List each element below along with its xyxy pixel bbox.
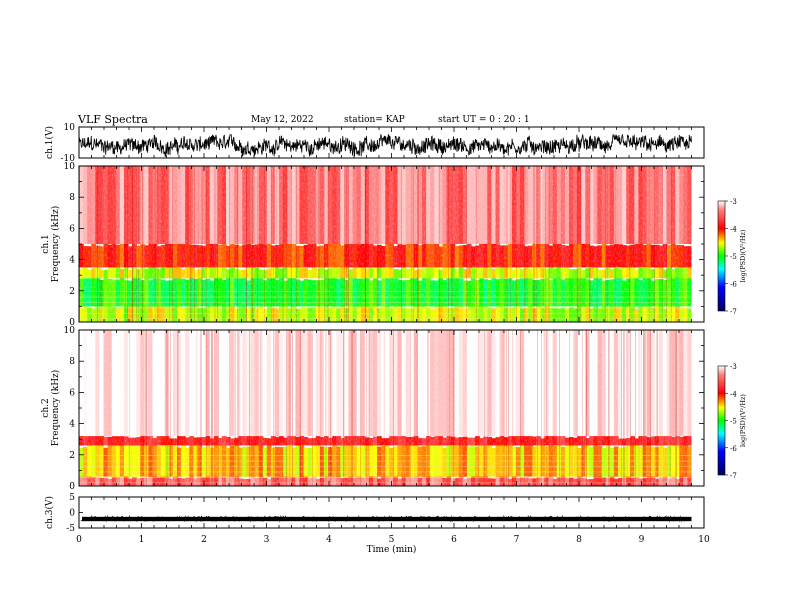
ch1-spectrogram-ytick-label: 0 [69,318,75,328]
ch2-spectrogram-ytick-label: 2 [69,451,75,461]
ch1-spectrogram-colorbar-tick: -5 [730,253,737,261]
ch2-spectrogram-ylabel-channel: ch.2 [41,398,51,417]
x-tick-label: 1 [139,535,145,545]
ch1-spectrogram-ytick-label: 10 [64,162,76,172]
ch3-waveform-band [82,516,692,522]
ch1-spectrogram-colorbar-tick: -7 [730,308,737,316]
figure-title: VLF Spectra [78,113,148,126]
ch1-spectrogram-ytick-label: 6 [69,224,75,234]
start-ut-label: start UT = 0 : 20 : 1 [438,115,530,125]
ch3-waveform-x-ticks [78,497,705,528]
ch3-ytick-label: -5 [66,524,75,534]
ch2-spectrogram-colorbar-tick: -7 [730,472,737,480]
ch3-ytick-label: 0 [69,509,75,519]
ch2-spectrogram-colorbar: -3 -4 -5 -6 -7 log(PSD)(V²/Hz) [717,363,747,480]
ch3-waveform-ylabel: ch.3(V) [44,496,55,529]
ch1-ytick-label: -10 [61,154,76,164]
ch1-spectrogram-cells [79,166,704,322]
x-tick-label: 7 [514,535,520,545]
ch1-ytick-label: 10 [64,123,76,133]
ch2-spectrogram-ytick-label: 6 [69,388,75,398]
x-tick-label: 6 [451,535,457,545]
ch2-spectrogram-colorbar-tick: -5 [730,418,737,426]
ch3-ytick-label: 5 [69,493,75,503]
x-tick-label: 0 [76,535,82,545]
ch1-spectrogram-colorbar-tick: -6 [730,281,737,289]
ch1-spectrogram-colorbar-label: log(PSD)(V²/Hz) [739,229,747,282]
x-tick-label: 2 [201,535,207,545]
ch1-spectrogram-ylabel-channel: ch.1 [41,234,51,253]
ch2-spectrogram-ylabel-frequency: Frequency (kHz) [50,370,61,447]
ch1-waveform-x-ticks [78,127,705,158]
ch1-spectrogram-ylabel-frequency: Frequency (kHz) [50,206,61,283]
ch1-spectrogram-ytick-label: 8 [69,193,75,203]
ch2-spectrogram-ytick-label: 4 [69,420,75,430]
ch2-spectrogram-colorbar-tick: -4 [730,390,737,398]
station-label: station= KAP [344,115,405,125]
ch2-spectrogram-cells [79,330,704,486]
x-tick-label: 3 [264,535,270,545]
ch2-spectrogram-colorbar-label: log(PSD)(V²/Hz) [739,394,747,447]
ch1-waveform-ylabel: ch.1(V) [44,126,55,159]
ch1-spectrogram-colorbar-tick: -4 [730,226,737,234]
x-tick-label: 5 [389,535,395,545]
x-tick-label: 8 [576,535,582,545]
ch1-spectrogram-colorbar-tick: -3 [730,198,737,206]
ch1-spectrogram-x-ticks [78,166,705,322]
ch2-spectrogram-x-ticks [78,330,705,486]
ch1-spectrogram-ytick-label: 4 [69,256,75,266]
ch1-spectrogram-colorbar: -3 -4 -5 -6 -7 log(PSD)(V²/Hz) [717,198,747,316]
ch2-spectrogram-y-ticks [79,329,704,487]
ch2-spectrogram-ytick-label: 0 [69,482,75,492]
x-tick-label: 4 [326,535,332,545]
date-label: May 12, 2022 [251,115,314,125]
ch1-spectrogram-y-ticks [79,165,704,323]
x-tick-label: 9 [639,535,645,545]
ch2-spectrogram-colorbar-tick: -6 [730,445,737,453]
ch2-spectrogram-ytick-label: 8 [69,357,75,367]
ch1-waveform-line [78,133,692,158]
x-axis-label: Time (min) [367,544,417,555]
ch2-spectrogram-colorbar-tick: -3 [730,363,737,371]
x-tick-label: 10 [698,535,710,545]
ch3-waveform-line [80,514,691,523]
ch1-spectrogram-ytick-label: 2 [69,287,75,297]
ch2-spectrogram-ytick-label: 10 [64,326,76,336]
